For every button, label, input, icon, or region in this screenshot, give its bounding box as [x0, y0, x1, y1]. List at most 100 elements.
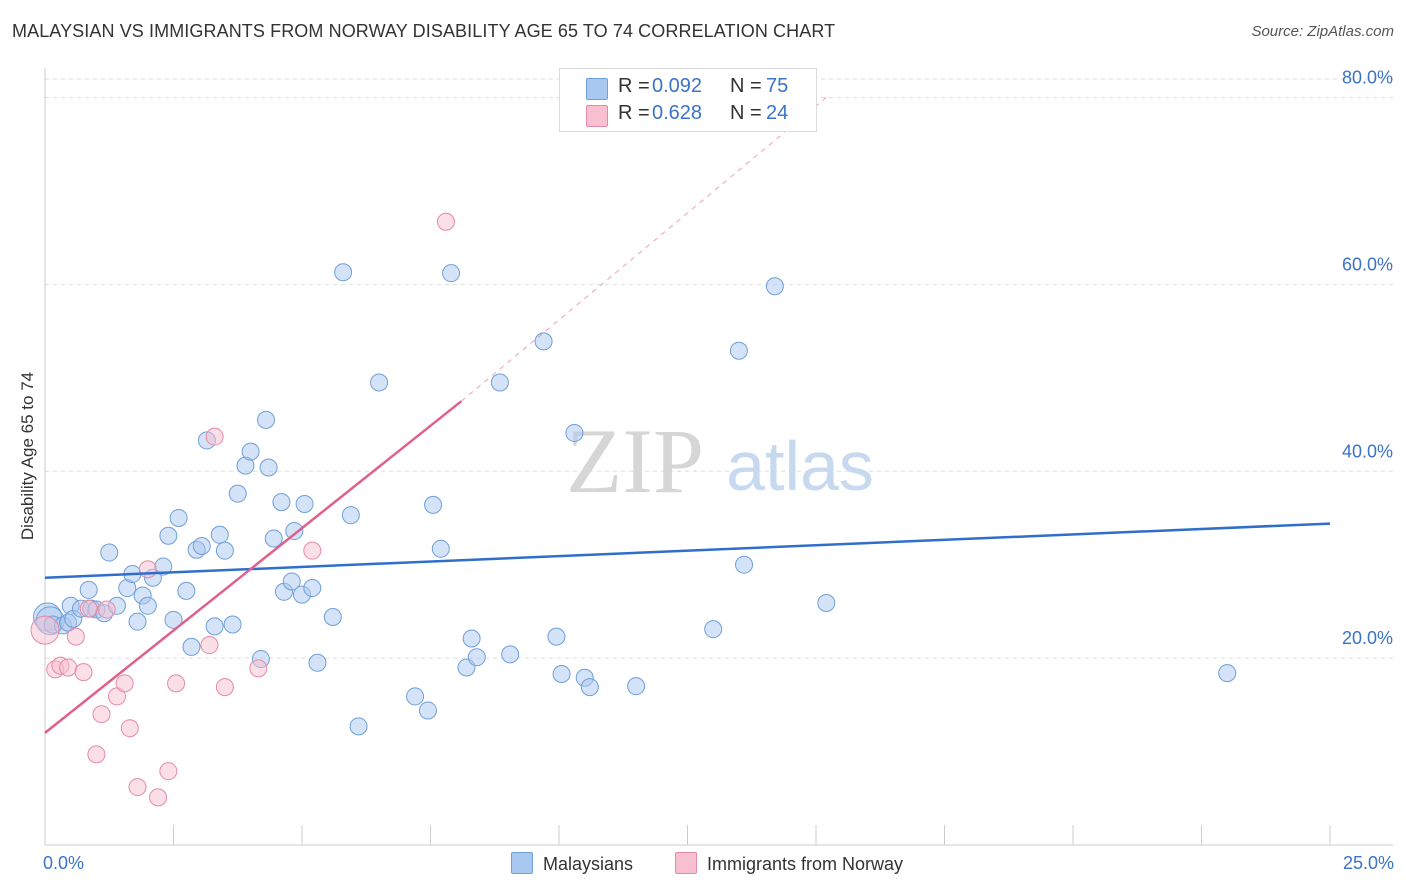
watermark-zip: ZIP: [566, 410, 704, 512]
malaysians-point: [264, 529, 283, 548]
norway-point: [167, 674, 186, 693]
norway-point: [97, 600, 116, 619]
malaysians-point: [817, 593, 836, 612]
bottom-legend-norway: Immigrants from Norway: [675, 852, 903, 875]
norway-point: [66, 627, 85, 646]
malaysians-point: [580, 678, 599, 697]
malaysians-point: [205, 617, 224, 636]
malaysians-point: [138, 596, 157, 615]
malaysians-point: [192, 537, 211, 555]
malaysians-point: [210, 525, 229, 544]
y-tick-label: 20.0%: [1342, 628, 1393, 648]
chart-title: MALAYSIAN VS IMMIGRANTS FROM NORWAY DISA…: [12, 21, 836, 41]
norway-point: [115, 674, 134, 693]
correlation-legend: R = 0.092 N = 75 R = 0.628 N = 24: [559, 68, 817, 132]
malaysians-point: [285, 522, 304, 541]
legend-swatch-malaysians: [586, 78, 608, 100]
y-tick-label: 80.0%: [1342, 68, 1393, 88]
trend-lines: [44, 97, 1331, 734]
malaysians-point: [735, 555, 754, 574]
malaysians-point: [128, 612, 147, 631]
malaysians-point: [467, 648, 486, 667]
y-tick-label: 60.0%: [1342, 254, 1393, 274]
legend-n-label: N =: [730, 75, 762, 97]
malaysians-point: [182, 637, 201, 656]
malaysians-point: [295, 494, 314, 513]
norway-point: [138, 560, 157, 579]
norway-point: [149, 788, 168, 807]
malaysians-point: [272, 493, 291, 512]
malaysians-point: [259, 458, 278, 477]
malaysians-point: [565, 423, 584, 442]
malaysians-point: [552, 665, 571, 684]
legend-swatch-malaysians: [511, 852, 533, 874]
malaysians-point: [164, 610, 183, 629]
x-tick-label-max: 25.0%: [1342, 853, 1394, 873]
norway-points: [30, 212, 455, 807]
watermark-atlas: atlas: [726, 427, 874, 505]
malaysians-point: [627, 677, 646, 696]
legend-r-value: 0.628: [652, 102, 703, 124]
legend-n-value: 75: [766, 75, 789, 97]
norway-point: [159, 762, 178, 781]
malaysians-point: [257, 410, 276, 429]
malaysians-point: [490, 373, 509, 392]
bottom-legend-malaysians: Malaysians: [511, 852, 633, 875]
legend-r-label: R =: [618, 102, 650, 124]
malaysians-point: [462, 629, 481, 648]
norway-point: [249, 659, 268, 678]
legend-r-value: 0.092: [652, 75, 703, 97]
malaysians-point: [704, 620, 723, 639]
norway-point: [87, 745, 106, 764]
norway-point: [74, 663, 93, 682]
malaysians-point: [406, 687, 425, 706]
malaysians-point: [241, 442, 260, 461]
malaysians-point: [215, 541, 234, 560]
malaysians-point: [370, 373, 389, 392]
malaysians-point: [323, 608, 342, 627]
legend-label-malaysians: Malaysians: [543, 854, 634, 874]
malaysians-point: [159, 526, 178, 545]
norway-point: [120, 719, 139, 738]
legend-n-value: 24: [766, 102, 789, 124]
malaysians-point: [303, 579, 322, 598]
malaysians-trend-line: [44, 522, 1331, 580]
malaysians-point: [1218, 664, 1237, 683]
legend-label-norway: Immigrants from Norway: [707, 854, 904, 874]
malaysians-point: [169, 508, 188, 527]
malaysians-point: [534, 332, 553, 351]
malaysians-point: [177, 581, 196, 600]
norway-point: [59, 658, 78, 677]
malaysians-point: [223, 615, 242, 634]
norway-point: [92, 705, 111, 724]
malaysians-point: [228, 484, 247, 503]
malaysians-point: [501, 645, 520, 664]
legend-r-label: R =: [618, 75, 650, 97]
norway-point: [30, 615, 60, 645]
legend-n-label: N =: [730, 102, 762, 124]
norway-trend-line: [44, 400, 463, 734]
malaysians-point: [431, 539, 450, 558]
watermark: ZIP atlas: [566, 410, 874, 512]
malaysians-point: [442, 264, 461, 283]
malaysians-point: [308, 653, 327, 672]
norway-point: [303, 541, 322, 560]
malaysians-point: [418, 701, 437, 720]
malaysians-point: [282, 572, 301, 591]
malaysians-point: [349, 717, 368, 736]
malaysians-point: [341, 506, 360, 525]
y-tick-label: 40.0%: [1342, 441, 1393, 461]
malaysians-point: [334, 263, 353, 282]
legend-swatch-norway: [586, 105, 608, 127]
norway-point: [436, 212, 455, 231]
malaysians-point: [424, 495, 443, 514]
malaysians-point: [79, 580, 98, 599]
legend-swatch-norway: [675, 852, 697, 874]
malaysians-point: [765, 277, 784, 296]
norway-point: [205, 427, 224, 446]
malaysians-point: [729, 341, 748, 360]
norway-point: [79, 599, 98, 618]
norway-point: [215, 678, 234, 697]
malaysians-point: [100, 543, 119, 562]
